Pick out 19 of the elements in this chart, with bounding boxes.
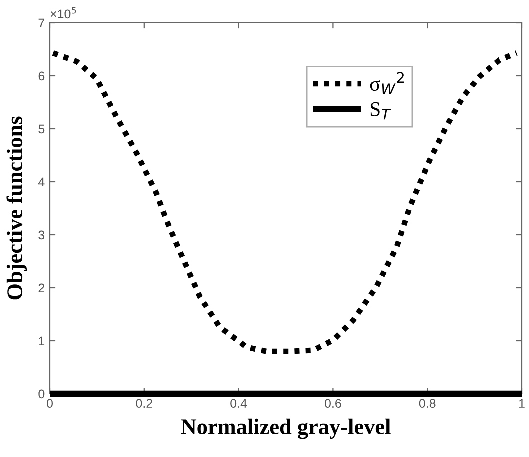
y-tick-label: 2	[38, 284, 45, 293]
y-tick-label: 5	[38, 124, 45, 134]
y-tick-label: 0	[38, 390, 45, 399]
legend-label: σ$_{W}$$^{2}$	[370, 72, 404, 94]
y-tick-label: 6	[38, 72, 45, 81]
x-tick-label: 0	[47, 399, 53, 408]
y-axis-title: Objective functions	[6, 116, 28, 300]
x-tick-label: 0.6	[325, 399, 342, 408]
x-tick-label: 0.8	[419, 399, 436, 408]
y-tick-label: 1	[39, 336, 45, 346]
y-tick-label: 7	[38, 18, 45, 28]
x-tick-label: 0.4	[230, 399, 248, 408]
x-tick-label: 0.2	[136, 399, 152, 408]
text: ×10$^{5}$	[50, 7, 76, 19]
x-tick-label: 1	[519, 399, 525, 408]
y-tick-label: 3	[38, 230, 45, 240]
legend-label: S$_{T}$	[370, 102, 392, 120]
y-tick-label: 4	[38, 178, 45, 187]
x-axis-title: Normalized gray-level	[181, 418, 391, 440]
